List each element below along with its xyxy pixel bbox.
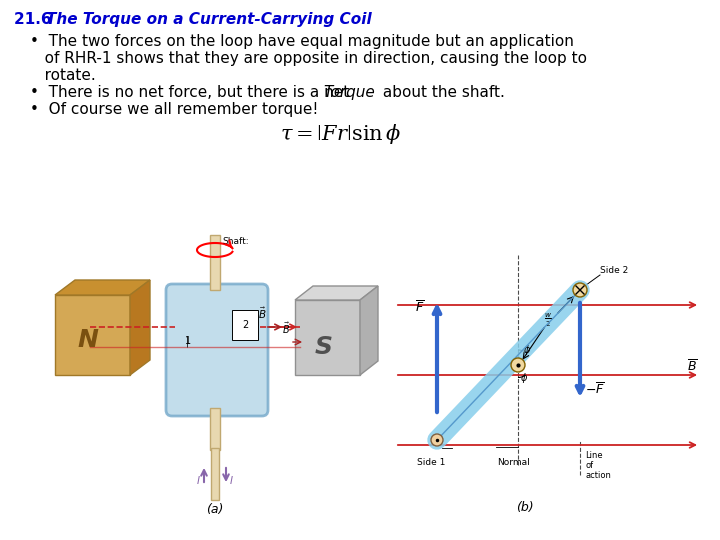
Text: $\overline{B}$: $\overline{B}$ xyxy=(687,359,698,375)
Text: Line: Line xyxy=(585,450,603,460)
Text: action: action xyxy=(585,470,611,480)
Text: •  Of course we all remember torque!: • Of course we all remember torque! xyxy=(30,102,318,117)
Text: $-\overline{F}$: $-\overline{F}$ xyxy=(585,382,605,398)
Text: of RHR-1 shows that they are opposite in direction, causing the loop to: of RHR-1 shows that they are opposite in… xyxy=(30,51,587,66)
Text: $\frac{w}{2}$: $\frac{w}{2}$ xyxy=(544,312,552,328)
Text: of: of xyxy=(585,461,593,469)
Text: $\it{I}$: $\it{I}$ xyxy=(196,474,201,486)
Circle shape xyxy=(573,283,587,297)
Text: $\it{I}$: $\it{I}$ xyxy=(229,474,234,486)
Circle shape xyxy=(511,358,525,372)
Text: $\vec{B}$: $\vec{B}$ xyxy=(258,306,266,321)
Text: $\vec{B}$: $\vec{B}$ xyxy=(282,321,290,336)
Text: 21.6: 21.6 xyxy=(14,12,57,27)
Bar xyxy=(210,408,220,450)
Text: Torque: Torque xyxy=(323,85,374,100)
Text: S: S xyxy=(315,335,333,359)
Polygon shape xyxy=(55,295,130,375)
Text: $\tau = \left|Fr\right|\sin\phi$: $\tau = \left|Fr\right|\sin\phi$ xyxy=(280,122,402,146)
Text: •  The two forces on the loop have equal magnitude but an application: • The two forces on the loop have equal … xyxy=(30,34,574,49)
Bar xyxy=(210,235,220,290)
Polygon shape xyxy=(55,280,150,295)
Polygon shape xyxy=(130,280,150,375)
Polygon shape xyxy=(360,286,378,375)
Text: N: N xyxy=(77,328,98,352)
Text: Shaft:: Shaft: xyxy=(222,238,248,246)
Text: rotate.: rotate. xyxy=(30,68,96,83)
Text: (b): (b) xyxy=(516,502,534,515)
Text: Side 2: Side 2 xyxy=(600,266,629,275)
Polygon shape xyxy=(295,300,360,375)
Text: (a): (a) xyxy=(207,503,224,516)
Text: The Torque on a Current-Carrying Coil: The Torque on a Current-Carrying Coil xyxy=(46,12,372,27)
Text: $\phi$: $\phi$ xyxy=(520,371,528,385)
Text: Side 1: Side 1 xyxy=(417,458,446,467)
Text: $\overline{F}$: $\overline{F}$ xyxy=(415,300,424,315)
Circle shape xyxy=(431,434,443,446)
Text: about the shaft.: about the shaft. xyxy=(378,85,505,100)
Text: •  There is no net force, but there is a net: • There is no net force, but there is a … xyxy=(30,85,354,100)
Bar xyxy=(211,448,219,500)
Text: Normal: Normal xyxy=(497,458,529,467)
Text: |: | xyxy=(186,337,189,347)
Polygon shape xyxy=(295,286,378,300)
Text: 2: 2 xyxy=(242,320,248,330)
Text: $\phi$: $\phi$ xyxy=(523,343,531,357)
Text: 1: 1 xyxy=(185,336,191,346)
FancyBboxPatch shape xyxy=(166,284,268,416)
